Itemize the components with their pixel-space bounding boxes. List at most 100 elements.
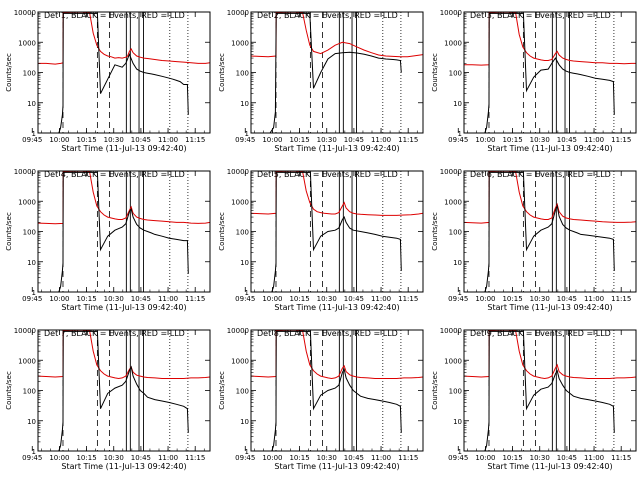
y-tick-label: 10000 — [440, 327, 462, 335]
y-axis-label: Counts/sec — [218, 53, 226, 92]
x-tick-label: 10:30 — [317, 295, 337, 303]
x-tick-label: 10:00 — [262, 454, 282, 462]
x-tick-label: 09:45 — [448, 295, 468, 303]
series-line-events — [38, 171, 189, 292]
series-group — [251, 12, 423, 133]
y-tick-label: 10 — [240, 259, 249, 267]
marker-lines — [488, 12, 615, 133]
x-tick-label: 11:00 — [158, 295, 178, 303]
y-tick-label: 1000 — [231, 198, 249, 206]
x-tick-label: 10:00 — [262, 136, 282, 144]
y-tick-label: 10000 — [440, 168, 462, 176]
y-tick-label: 1 — [458, 289, 462, 297]
x-axis-label: Start Time (11-Jul-13 09:42:40) — [61, 144, 186, 153]
y-tick-label: 100 — [23, 388, 36, 396]
x-tick-label: 11:15 — [398, 295, 418, 303]
y-tick-label: 10000 — [227, 9, 249, 17]
x-tick-label: 10:00 — [262, 295, 282, 303]
x-tick-label: 11:00 — [584, 454, 604, 462]
x-tick-label: 10:45 — [131, 136, 151, 144]
series-line-events — [464, 330, 615, 451]
x-tick-label: 11:00 — [371, 136, 391, 144]
x-tick-label: 11:00 — [158, 136, 178, 144]
series-line-lld — [251, 12, 423, 58]
y-tick-label: 10 — [240, 100, 249, 108]
x-tick-label: 10:15 — [76, 295, 96, 303]
x-tick-label: 10:30 — [104, 295, 124, 303]
panel-title: Det 9, BLACK = Events, RED = LLD — [470, 329, 611, 338]
y-tick-label: 1 — [32, 448, 36, 456]
x-tick-label: 09:45 — [22, 136, 42, 144]
panel-title: Det 3, BLACK = Events, RED = LLD — [470, 11, 611, 20]
x-axis-label: Start Time (11-Jul-13 09:42:40) — [61, 462, 186, 471]
x-tick-label: 11:15 — [398, 454, 418, 462]
y-tick-label: 10000 — [14, 9, 36, 17]
x-tick-label: 10:45 — [557, 454, 577, 462]
y-tick-label: 1000 — [231, 357, 249, 365]
x-tick-label: 10:30 — [104, 136, 124, 144]
x-axis-label: Start Time (11-Jul-13 09:42:40) — [487, 144, 612, 153]
x-axis-label: Start Time (11-Jul-13 09:42:40) — [487, 303, 612, 312]
series-group — [251, 171, 423, 292]
marker-lines — [275, 171, 402, 292]
x-axis-label: Start Time (11-Jul-13 09:42:40) — [274, 303, 399, 312]
y-tick-label: 100 — [236, 70, 249, 78]
x-tick-label: 10:00 — [475, 295, 495, 303]
y-tick-label: 10 — [240, 418, 249, 426]
y-axis-label: Counts/sec — [431, 371, 439, 410]
series-group — [38, 330, 210, 451]
x-tick-label: 10:30 — [530, 454, 550, 462]
y-axis-label: Counts/sec — [218, 371, 226, 410]
y-tick-label: 1 — [32, 130, 36, 138]
y-tick-label: 10000 — [14, 327, 36, 335]
panel-det-1: Det 1, BLACK = Events, RED = LLD 1 10 100 10… — [5, 9, 211, 153]
plot-frame — [463, 329, 637, 452]
series-line-lld — [464, 171, 636, 224]
x-tick-label: 10:15 — [76, 136, 96, 144]
panel-det-5: Det 5, BLACK = Events, RED = LLD 1 10 100 10… — [218, 168, 424, 312]
panel-title: Det 1, BLACK = Events, RED = LLD — [44, 11, 185, 20]
x-tick-label: 10:15 — [289, 295, 309, 303]
y-tick-label: 100 — [449, 229, 462, 237]
marker-lines — [275, 330, 402, 451]
marker-lines — [275, 12, 402, 133]
plot-frame — [463, 170, 637, 293]
x-tick-label: 10:00 — [475, 136, 495, 144]
plot-frame — [463, 11, 637, 134]
y-tick-label: 100 — [449, 70, 462, 78]
plot-frame — [250, 170, 424, 293]
series-line-events — [464, 12, 615, 133]
x-tick-label: 11:15 — [398, 136, 418, 144]
x-axis-label: Start Time (11-Jul-13 09:42:40) — [274, 144, 399, 153]
x-tick-label: 09:45 — [235, 454, 255, 462]
panel-title: Det 2, BLACK = Events, RED = LLD — [257, 11, 398, 20]
marker-lines — [62, 171, 189, 292]
panel-det-2: Det 2, BLACK = Events, RED = LLD 1 10 100 10… — [218, 9, 424, 153]
series-group — [38, 12, 210, 133]
x-tick-label: 11:00 — [371, 295, 391, 303]
marker-lines — [62, 330, 189, 451]
panel-title: Det 7, BLACK = Events, RED = LLD — [44, 329, 185, 338]
y-axis-label: Counts/sec — [431, 212, 439, 251]
series-line-lld — [38, 171, 210, 225]
y-tick-label: 1000 — [18, 357, 36, 365]
panel-det-6: Det 6, BLACK = Events, RED = LLD 1 10 100 10… — [431, 168, 637, 312]
x-tick-label: 10:15 — [289, 454, 309, 462]
x-tick-label: 11:00 — [371, 454, 391, 462]
y-tick-label: 10 — [453, 100, 462, 108]
x-tick-label: 10:30 — [104, 454, 124, 462]
y-axis-label: Counts/sec — [5, 371, 13, 410]
plot-frame — [250, 329, 424, 452]
series-line-events — [464, 171, 615, 292]
x-tick-label: 10:00 — [49, 454, 69, 462]
x-tick-label: 09:45 — [22, 454, 42, 462]
x-tick-label: 10:30 — [530, 136, 550, 144]
x-tick-label: 10:00 — [49, 136, 69, 144]
x-tick-label: 11:15 — [185, 454, 205, 462]
series-group — [464, 12, 636, 133]
series-line-events — [251, 330, 402, 451]
series-group — [38, 171, 210, 292]
x-tick-label: 10:45 — [557, 136, 577, 144]
y-tick-label: 1 — [245, 448, 249, 456]
